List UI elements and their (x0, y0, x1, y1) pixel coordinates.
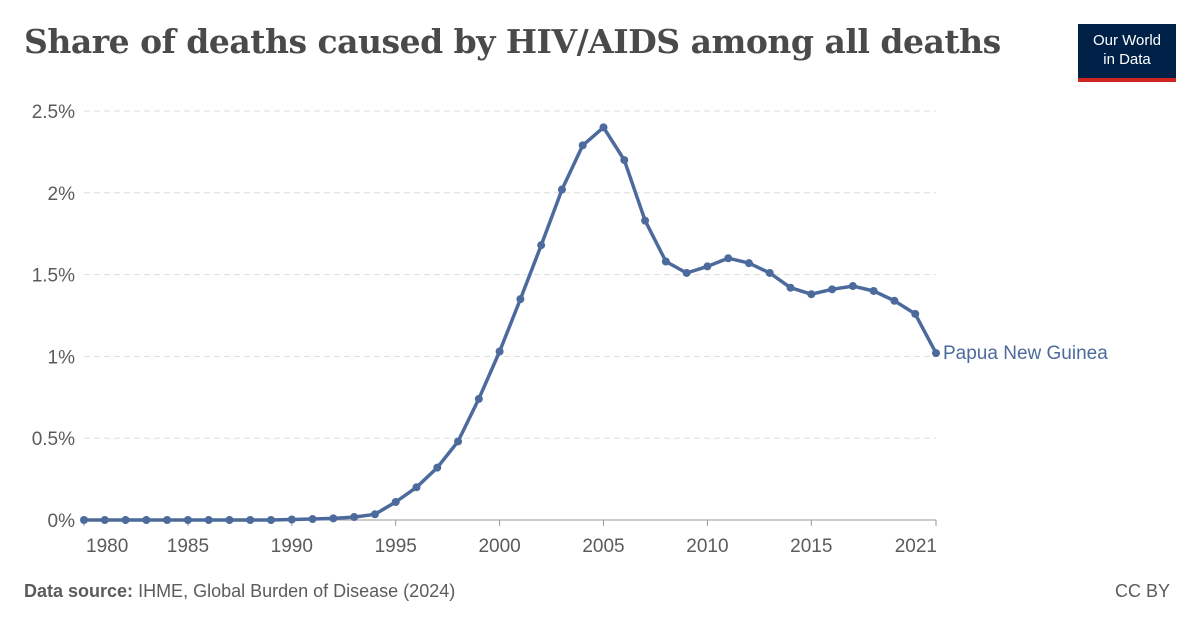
logo-line-1: Our World (1092, 32, 1162, 49)
y-tick-label: 0% (48, 511, 76, 532)
data-point (828, 285, 837, 294)
data-point (537, 241, 546, 250)
data-point (516, 295, 525, 304)
logo-line-2: in Data (1103, 51, 1151, 68)
x-tick-label: 2010 (686, 536, 728, 557)
data-point (661, 257, 670, 266)
series-label: Papua New Guinea (943, 343, 1108, 364)
data-source-label: Data source: (24, 581, 134, 601)
data-point (599, 123, 608, 132)
data-point (287, 515, 296, 524)
data-point (267, 516, 276, 524)
x-tick-label: 2021 (895, 536, 937, 557)
x-tick-label: 2005 (582, 536, 624, 557)
data-point (204, 516, 213, 524)
data-point (703, 262, 712, 271)
x-tick-label: 1990 (271, 536, 313, 557)
data-point (474, 394, 483, 403)
x-tick-label: 1985 (167, 536, 209, 557)
data-point (350, 513, 359, 522)
data-point (641, 216, 650, 225)
data-point (163, 516, 172, 524)
data-point (433, 463, 442, 472)
data-point (183, 516, 192, 524)
data-point (412, 483, 421, 492)
data-point (454, 437, 463, 446)
y-tick-label: 2.5% (32, 102, 75, 123)
data-point (620, 156, 629, 165)
series-line (82, 125, 938, 522)
data-point (495, 347, 504, 356)
data-point (246, 516, 255, 524)
data-point (724, 254, 733, 263)
data-point (121, 516, 130, 524)
x-tick-label: 2015 (790, 536, 832, 557)
data-point (786, 283, 795, 292)
data-point (578, 141, 587, 150)
data-point (744, 259, 753, 268)
y-tick-label: 1% (48, 347, 76, 368)
data-point (890, 296, 899, 305)
data-point (682, 268, 691, 277)
y-tick-label: 0.5% (32, 429, 75, 450)
data-point (225, 516, 234, 524)
chart-title: Share of deaths caused by HIV/AIDS among… (24, 22, 1001, 61)
license-link[interactable]: CC BY (1114, 581, 1170, 601)
data-point (391, 498, 400, 507)
data-point (932, 349, 940, 358)
data-source: Data source: IHME, Global Burden of Dise… (24, 581, 455, 602)
data-point (308, 515, 317, 524)
data-point (807, 290, 816, 299)
data-point (329, 514, 338, 523)
data-point (142, 516, 151, 524)
y-tick-label: 1.5% (32, 266, 75, 287)
y-tick-label: 2% (48, 184, 76, 205)
x-axis: 1980 1985 1990 1995 2000 2005 2010 2015 2021 (83, 519, 937, 557)
data-point (765, 268, 774, 277)
data-point (848, 282, 857, 291)
owid-logo[interactable]: Our World in Data (1078, 24, 1176, 82)
data-point (557, 185, 566, 194)
data-point (100, 516, 109, 524)
data-point (80, 516, 88, 524)
x-tick-label: 1995 (375, 536, 417, 557)
data-point (370, 510, 379, 519)
y-axis-tick-labels: 0% 0.5% 1% 1.5% 2% 2.5% (32, 102, 75, 532)
x-tick-label: 2000 (478, 536, 520, 557)
grid-lines (84, 110, 936, 439)
data-source-text[interactable]: IHME, Global Burden of Disease (2024) (138, 581, 456, 601)
data-point (911, 309, 920, 318)
x-tick-label: 1980 (86, 536, 128, 557)
series-layer: Papua New Guinea (80, 123, 1108, 524)
data-point (869, 286, 878, 295)
